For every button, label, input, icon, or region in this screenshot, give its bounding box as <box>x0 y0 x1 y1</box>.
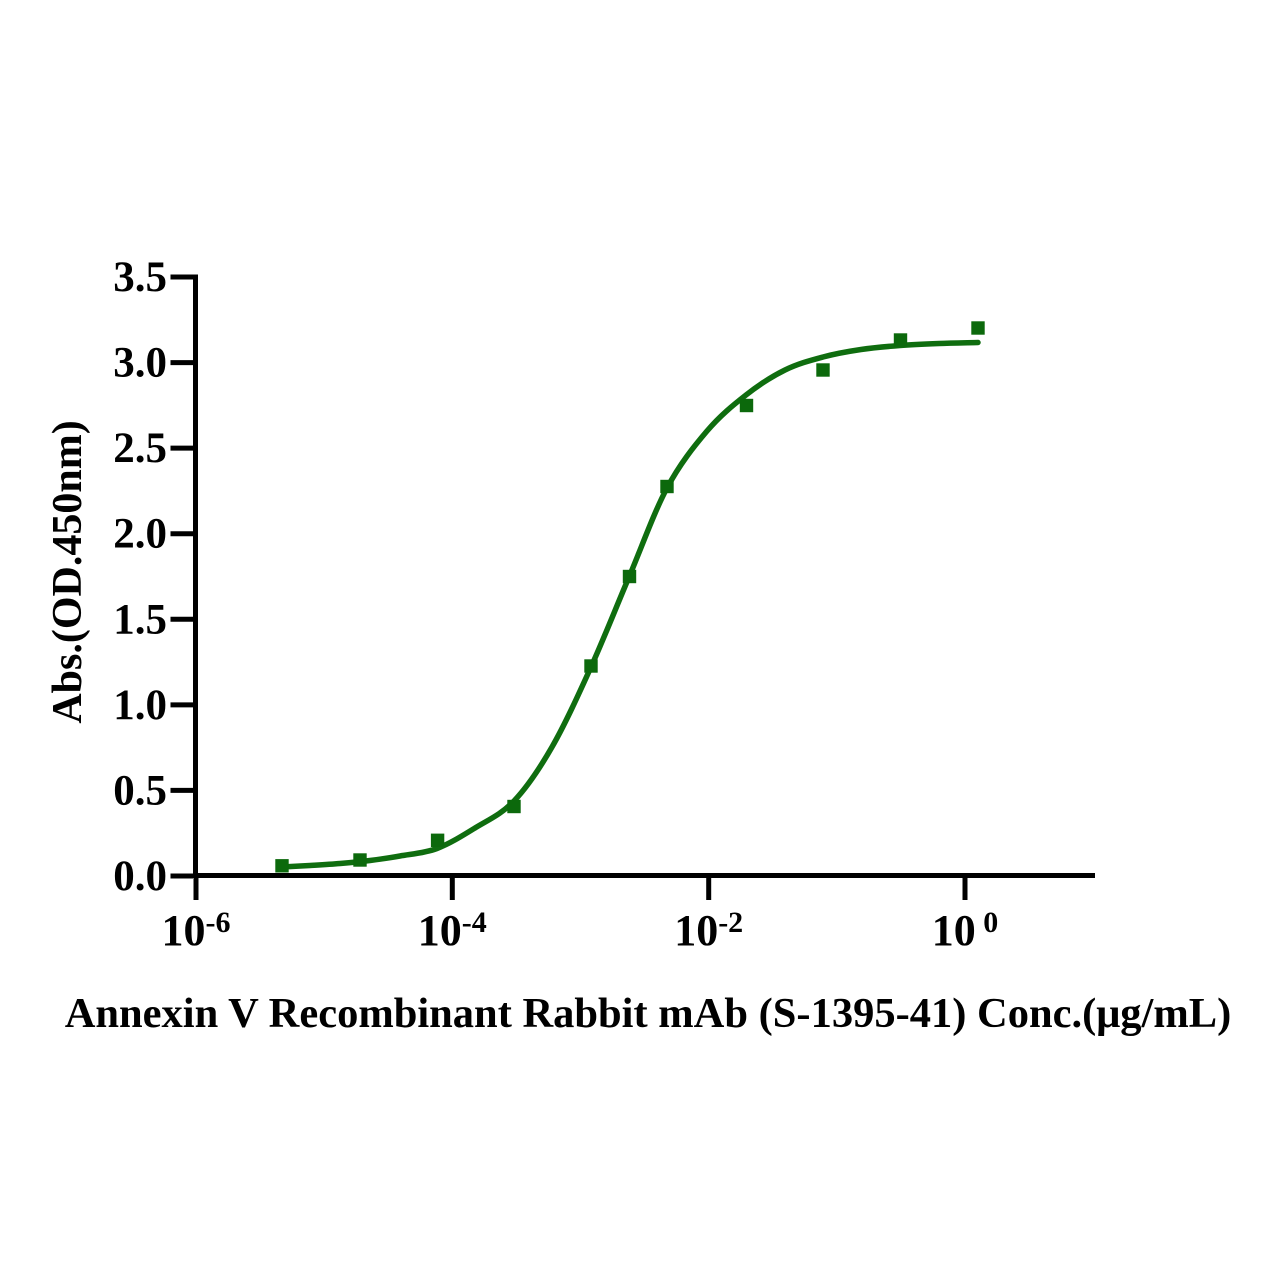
svg-text:2.0: 2.0 <box>113 511 167 558</box>
svg-text:3.0: 3.0 <box>113 340 167 387</box>
svg-text:Annexin V Recombinant Rabbit m: Annexin V Recombinant Rabbit mAb (S-1395… <box>65 990 1232 1037</box>
svg-text:0.5: 0.5 <box>113 767 167 814</box>
svg-text:1.5: 1.5 <box>113 596 167 643</box>
svg-text:2.5: 2.5 <box>113 425 167 472</box>
svg-text:Abs.(OD.450nm): Abs.(OD.450nm) <box>45 420 91 723</box>
svg-text:0.0: 0.0 <box>113 853 167 900</box>
svg-text:1.0: 1.0 <box>113 682 167 729</box>
svg-text:3.5: 3.5 <box>113 254 167 301</box>
